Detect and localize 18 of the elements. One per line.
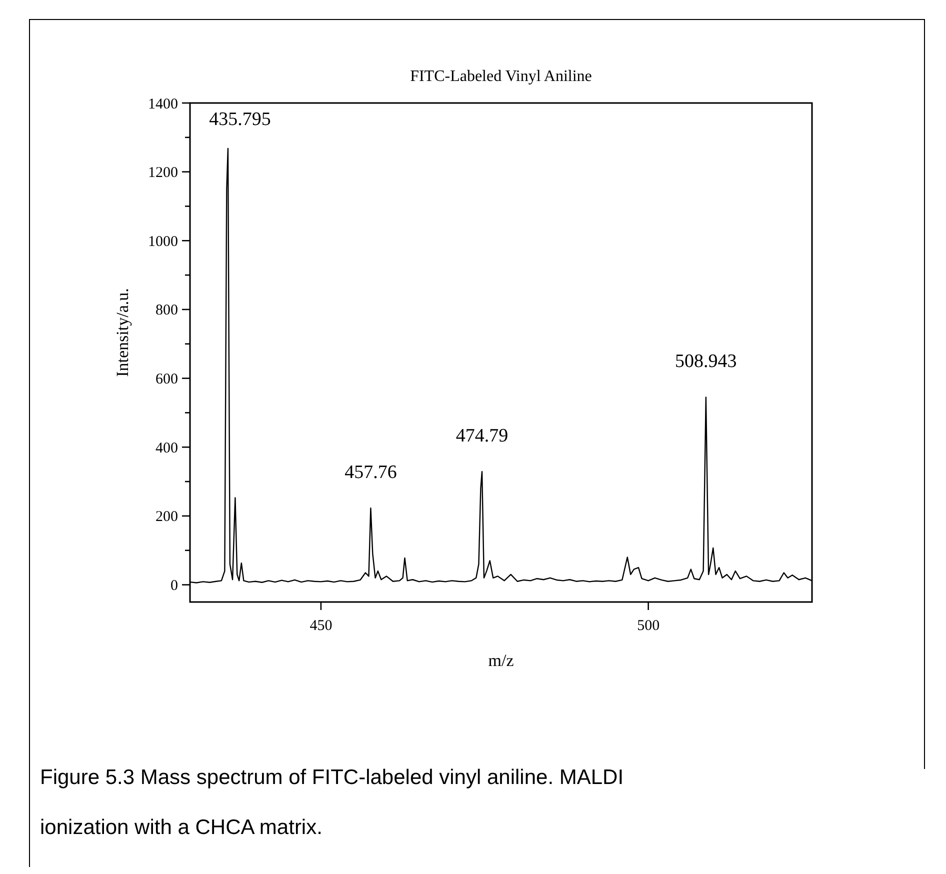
chart-title: FITC-Labeled Vinyl Aniline	[410, 68, 592, 85]
y-tick-label: 1400	[148, 96, 178, 112]
y-tick-label: 600	[156, 372, 178, 388]
annotation: 435.795	[209, 109, 271, 130]
y-tick-label: 0	[170, 578, 178, 594]
annotation: 474.79	[456, 426, 508, 447]
x-tick-label: 500	[637, 618, 660, 634]
y-tick-label: 400	[156, 440, 178, 456]
x-axis-title: m/z	[488, 651, 514, 670]
y-tick-label: 1200	[148, 165, 178, 182]
text: Figure 5.3 Mass spectrum of FITC-labeled vinyl aniline. MALDI ionization with a CHCA matrix.	[40, 766, 624, 839]
annotation: 508.943	[675, 351, 737, 372]
x-tick-label: 450	[310, 618, 332, 634]
y-axis-title: Intensity/a.u.	[113, 288, 132, 377]
y-tick-label: 1000	[148, 234, 178, 250]
y-tick-label: 200	[156, 509, 178, 526]
annotation: 457.76	[344, 462, 397, 484]
y-tick-label: 800	[156, 302, 178, 319]
